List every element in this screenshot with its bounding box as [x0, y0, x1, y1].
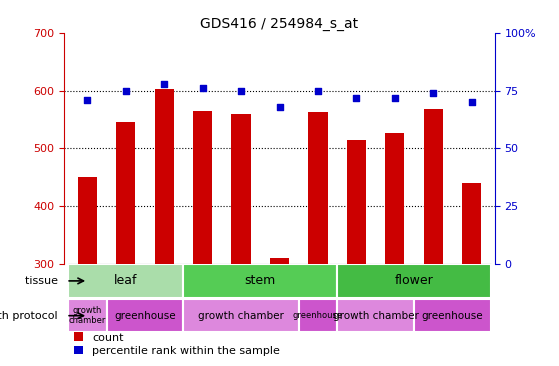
Text: greenhouse: greenhouse — [293, 311, 343, 320]
Point — [160, 81, 169, 87]
Bar — [462, 183, 481, 264]
Point — [198, 85, 207, 91]
Bar — [347, 139, 366, 264]
Bar — [270, 258, 289, 264]
Bar — [424, 109, 443, 264]
Bar — [337, 299, 414, 332]
Title: GDS416 / 254984_s_at: GDS416 / 254984_s_at — [201, 16, 358, 30]
Bar — [183, 264, 337, 298]
Bar — [193, 111, 212, 264]
Text: growth
chamber: growth chamber — [69, 306, 106, 325]
Text: growth chamber: growth chamber — [333, 311, 419, 321]
Bar — [337, 264, 491, 298]
Point — [429, 90, 438, 96]
Bar — [68, 299, 107, 332]
Text: greenhouse: greenhouse — [421, 311, 483, 321]
Text: tissue: tissue — [25, 276, 61, 286]
Bar — [385, 132, 404, 264]
Bar — [78, 177, 97, 264]
Bar — [183, 299, 299, 332]
Point — [275, 104, 284, 110]
Text: leaf: leaf — [114, 274, 138, 287]
Text: growth protocol: growth protocol — [0, 311, 61, 321]
Point — [121, 87, 130, 93]
Legend: count, percentile rank within the sample: count, percentile rank within the sample — [70, 328, 285, 361]
Point — [390, 94, 399, 100]
Bar — [116, 122, 135, 264]
Bar — [299, 299, 337, 332]
Point — [83, 97, 92, 103]
Point — [467, 99, 476, 105]
Bar — [155, 89, 174, 264]
Text: flower: flower — [395, 274, 433, 287]
Point — [236, 87, 245, 93]
Point — [314, 87, 323, 93]
Text: greenhouse: greenhouse — [114, 311, 176, 321]
Bar — [231, 113, 250, 264]
Bar — [414, 299, 491, 332]
Text: growth chamber: growth chamber — [198, 311, 284, 321]
Bar — [309, 112, 328, 264]
Bar — [68, 264, 183, 298]
Point — [352, 94, 361, 100]
Text: stem: stem — [245, 274, 276, 287]
Bar — [107, 299, 183, 332]
